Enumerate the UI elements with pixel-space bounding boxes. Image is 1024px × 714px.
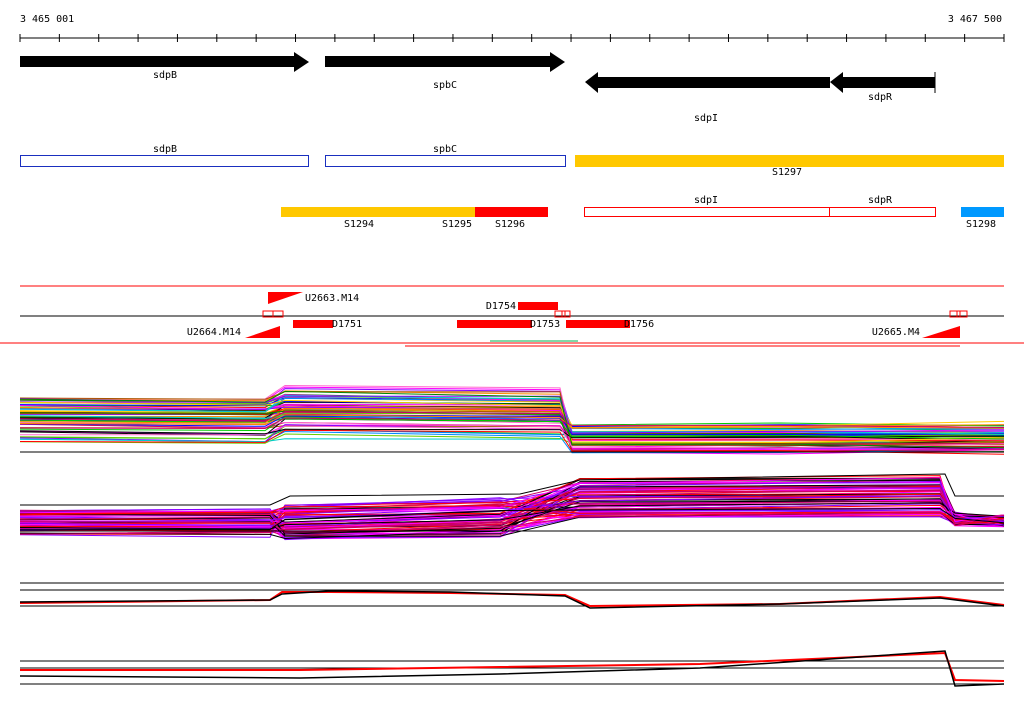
segment-label-S1297: S1297 [771,167,803,178]
feature-U2663-marker[interactable] [268,292,303,304]
segment-label-S1295: S1295 [441,219,473,230]
gene-arrow-spbC[interactable] [325,52,565,72]
feature-label-U2665: U2665.M4 [871,327,920,338]
feature-label-D1754: D1754 [485,301,516,312]
gene-box-sdpB[interactable] [20,155,309,167]
gene-arrow-label-sdpI: sdpI [693,113,719,124]
gene-box-sdpR[interactable] [829,207,936,217]
gene-box-label-sdpI: sdpI [693,195,719,206]
gene-arrow-sdpB[interactable] [20,52,309,72]
feature-label-D1753: D1753 [530,319,561,330]
segment-label-S1296: S1296 [494,219,526,230]
feature-U2665-marker[interactable] [922,326,960,338]
feature-label-D1756: D1756 [624,319,655,330]
gene-arrow-label-sdpB: sdpB [152,70,178,81]
expression-track-3 [19,582,1005,609]
gene-box-label-spbC: spbC [432,144,458,155]
feature-U2664-marker[interactable] [245,326,280,338]
feature-label-U2664: U2664.M14 [186,327,241,338]
gene-arrow-sdpR[interactable] [830,72,935,93]
feature-label-U2663: U2663.M14 [305,293,360,304]
ruler-end-label: 3 467 500 [947,14,1002,25]
expression-track-1 [19,384,1005,455]
segment-label-S1298: S1298 [965,219,997,230]
gene-arrow-label-sdpR: sdpR [867,92,893,103]
gene-arrow-sdpI[interactable] [585,72,830,93]
feature-D1753-bar[interactable] [457,320,532,328]
feature-D1756-bar[interactable] [566,320,630,328]
gene-box-label-sdpB: sdpB [152,144,178,155]
feature-D1754-bar[interactable] [518,302,558,310]
gene-arrow-label-spbC: spbC [432,80,458,91]
segment-S1296[interactable] [475,207,548,217]
feature-label-D1751: D1751 [332,319,363,330]
feature-D1751-bar[interactable] [293,320,333,328]
segment-S1297[interactable] [575,155,1004,167]
expression-track-2 [19,473,1005,541]
ruler-start-label: 3 465 001 [20,14,75,25]
segment-S1298[interactable] [961,207,1004,217]
gene-box-label-sdpR: sdpR [867,195,893,206]
expression-track-4 [19,650,1005,687]
segment-S1294-S1295[interactable] [281,207,475,217]
gene-box-spbC[interactable] [325,155,566,167]
segment-label-S1294: S1294 [343,219,375,230]
